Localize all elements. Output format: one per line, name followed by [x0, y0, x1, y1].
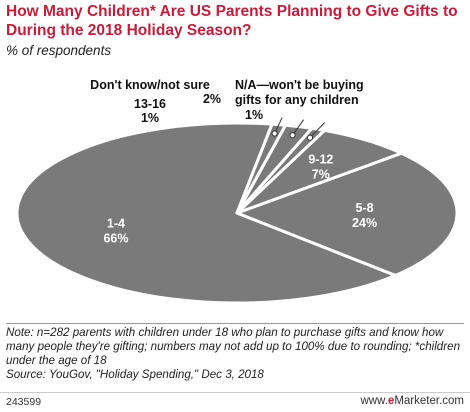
footer-divider — [0, 392, 470, 393]
chart-title: How Many Children* Are US Parents Planni… — [6, 3, 458, 39]
source-text: Source: YouGov, "Holiday Spending," Dec … — [6, 368, 264, 381]
slice-label-3: 9-12 — [308, 153, 333, 167]
slice-label-4: 13-16 — [134, 97, 166, 111]
slice-label-1: 1-4 — [107, 217, 125, 231]
slice-value-5: 2% — [203, 92, 221, 106]
slice-value-3: 7% — [312, 168, 330, 182]
note-divider — [6, 323, 464, 324]
slice-value-2: 24% — [352, 216, 377, 230]
chart-subtitle: % of respondents — [6, 43, 112, 58]
pie-chart: 1-466%5-824%9-127%13-161%Don't know/not … — [15, 78, 459, 305]
chart-notes: Note: n=282 parents with children under … — [6, 326, 468, 382]
slice-value-6: 1% — [245, 108, 263, 122]
slice-value-4: 1% — [141, 111, 159, 125]
slice-label-6-line2: gifts for any children — [235, 93, 359, 107]
slice-value-1: 66% — [103, 232, 128, 246]
leader-dot-4 — [306, 134, 314, 141]
chart-id: 243599 — [6, 396, 42, 408]
note-text: Note: n=282 parents with children under … — [6, 326, 461, 367]
logo-e: e — [387, 395, 395, 407]
slice-label-5: Don't know/not sure — [90, 78, 210, 92]
leader-dot-6 — [271, 130, 278, 137]
emarketer-logo[interactable]: www.eMarketer.com — [360, 395, 464, 407]
pie-slice-2 — [235, 151, 459, 277]
leader-dot-5 — [289, 132, 296, 139]
slice-label-6-line1: N/A—won't be buying — [235, 78, 364, 92]
slice-label-2: 5-8 — [356, 201, 374, 215]
logo-prefix: www. — [360, 395, 388, 407]
logo-brand: Marketer — [394, 395, 440, 407]
leader-line-5 — [292, 119, 305, 136]
pie-slice-1 — [15, 121, 397, 305]
logo-suffix: .com — [439, 395, 464, 407]
leader-line-4 — [309, 122, 325, 139]
